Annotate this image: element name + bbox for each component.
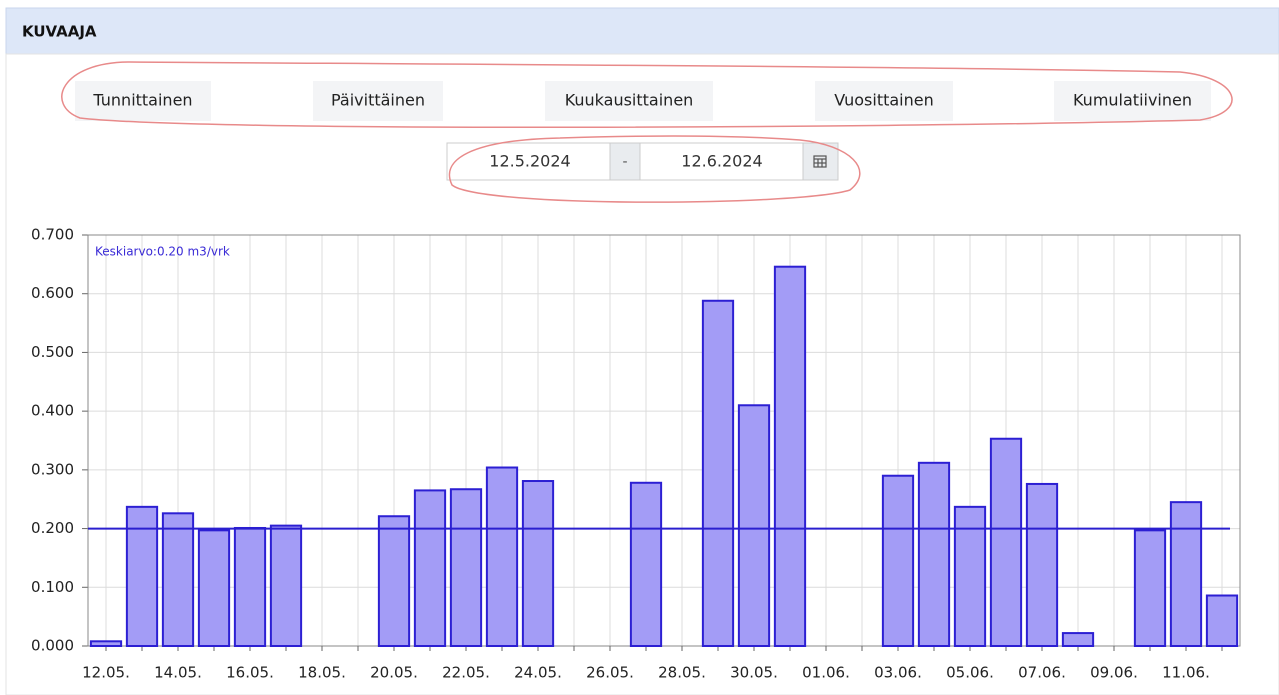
bar [1169, 501, 1203, 647]
plot-frame [87, 234, 1241, 647]
bar [917, 461, 951, 647]
bar [953, 505, 987, 647]
bar [1133, 529, 1167, 648]
x-tick-label: 11.06. [1162, 664, 1210, 682]
x-tick-label: 05.06. [946, 664, 994, 682]
bar [521, 480, 555, 647]
tab-button[interactable] [815, 81, 953, 121]
bar [881, 474, 915, 647]
y-tick-label: 0.100 [31, 578, 74, 596]
tab-label[interactable]: Kumulatiivinen [1073, 91, 1192, 110]
bar [1061, 632, 1095, 648]
bar [485, 466, 519, 647]
bar [197, 529, 231, 648]
x-tick-label: 24.05. [514, 664, 562, 682]
x-tick-label: 12.05. [82, 664, 130, 682]
bar [269, 524, 303, 648]
calendar-button[interactable] [802, 142, 839, 181]
annotation: Keskiarvo:0.20 m3/vrk [95, 245, 230, 259]
bar [449, 488, 483, 647]
red-ellipse [448, 135, 861, 203]
x-tick-label: 07.06. [1018, 664, 1066, 682]
bar [773, 265, 807, 647]
x-tick-label: 14.05. [154, 664, 202, 682]
y-tick-label: 0.400 [31, 402, 74, 420]
y-tick-label: 0.500 [31, 343, 74, 361]
x-tick-label: 09.06. [1090, 664, 1138, 682]
date-separator-box [609, 142, 641, 181]
x-tick-label: 16.05. [226, 664, 274, 682]
tab-label[interactable]: Vuosittainen [834, 91, 934, 110]
bar [377, 515, 411, 648]
tab-button[interactable] [1054, 81, 1211, 121]
x-tick-label: 30.05. [730, 664, 778, 682]
x-tick-label: 28.05. [658, 664, 706, 682]
date-end[interactable]: 12.6.2024 [681, 152, 762, 171]
tab-label[interactable]: Tunnittainen [92, 91, 192, 110]
y-tick-label: 0.300 [31, 460, 74, 478]
date-start[interactable]: 12.5.2024 [489, 152, 570, 171]
x-tick-label: 26.05. [586, 664, 634, 682]
header-title: KUVAAJA [22, 23, 97, 41]
y-tick-label: 0.000 [31, 637, 74, 655]
bar [1205, 594, 1239, 648]
tab-label[interactable]: Päivittäinen [331, 91, 425, 110]
tab-button[interactable] [313, 81, 443, 121]
bar [125, 505, 159, 647]
tab-button[interactable] [545, 81, 713, 121]
red-ellipse [61, 61, 1233, 129]
bar [161, 512, 195, 648]
calendar-icon [813, 155, 827, 168]
y-tick-label: 0.200 [31, 519, 74, 537]
tabs: Tunnittainen Päivittäinen Kuukausittainen V… [75, 81, 1211, 121]
bar [89, 640, 123, 647]
x-tick-label: 20.05. [370, 664, 418, 682]
bar [1025, 482, 1059, 647]
y-tick-label: 0.700 [31, 226, 74, 244]
tab-label[interactable]: Kuukausittainen [565, 91, 694, 110]
y-tick-label: 0.600 [31, 284, 74, 302]
bar [233, 526, 267, 648]
date-separator: - [622, 154, 627, 170]
chart: 0.000 0.100 0.200 0.300 0.400 0.500 0.600 0.700… [31, 226, 1241, 682]
bar [629, 481, 663, 647]
bar [989, 437, 1023, 648]
bar [701, 299, 735, 647]
x-tick-label: 01.06. [802, 664, 850, 682]
header-bar [5, 7, 1279, 55]
bar [413, 489, 447, 647]
x-tick-label: 18.05. [298, 664, 346, 682]
x-tick-label: 22.05. [442, 664, 490, 682]
tab-button[interactable] [75, 81, 211, 121]
x-tick-label: 03.06. [874, 664, 922, 682]
bar [737, 404, 771, 647]
